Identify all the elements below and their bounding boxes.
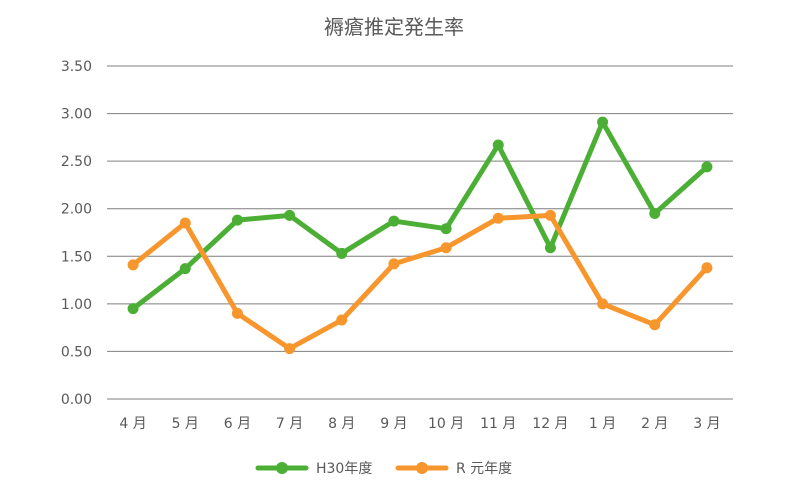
x-tick-label: 3 月 xyxy=(693,416,720,432)
data-point xyxy=(440,242,452,254)
series-line xyxy=(130,119,710,312)
y-tick-label: 1.50 xyxy=(61,249,92,265)
x-tick-label: 8 月 xyxy=(328,416,355,432)
x-tick-label: 10 月 xyxy=(428,416,464,432)
series-0 xyxy=(127,116,713,315)
y-tick-label: 3.50 xyxy=(61,59,92,75)
legend-marker xyxy=(416,462,428,474)
x-tick-label: 2 月 xyxy=(641,416,668,432)
data-point xyxy=(649,319,661,331)
data-point xyxy=(336,247,348,259)
data-point xyxy=(388,215,400,227)
y-tick-label: 0.50 xyxy=(61,344,92,360)
chart-title: 褥瘡推定発生率 xyxy=(324,15,464,39)
y-tick-label: 2.00 xyxy=(61,202,92,218)
data-point xyxy=(284,209,296,221)
data-point xyxy=(701,262,713,274)
data-point xyxy=(127,259,139,271)
data-point xyxy=(179,263,191,275)
x-tick-label: 6 月 xyxy=(224,416,251,432)
data-point xyxy=(440,223,452,235)
x-tick-label: 7 月 xyxy=(276,416,303,432)
legend-label: R 元年度 xyxy=(456,461,512,477)
data-point xyxy=(179,217,191,229)
legend-item: H30年度 xyxy=(255,461,372,477)
data-point xyxy=(231,214,243,226)
data-point xyxy=(597,298,609,310)
data-point xyxy=(597,116,609,128)
data-point xyxy=(544,242,556,254)
data-point xyxy=(492,212,504,224)
x-tick-label: 12 月 xyxy=(532,416,568,432)
legend-label: H30年度 xyxy=(316,461,372,477)
data-point xyxy=(336,314,348,326)
y-tick-label: 1.00 xyxy=(61,297,92,313)
data-point xyxy=(649,207,661,219)
y-tick-label: 3.00 xyxy=(61,107,92,123)
data-point xyxy=(231,307,243,319)
data-point xyxy=(284,343,296,355)
x-tick-label: 9 月 xyxy=(380,416,407,432)
x-tick-label: 4 月 xyxy=(119,416,146,432)
x-tick-label: 11 月 xyxy=(480,416,516,432)
series-lines xyxy=(127,116,713,355)
x-tick-label: 5 月 xyxy=(172,416,199,432)
legend: H30年度 R 元年度 xyxy=(255,461,512,477)
y-tick-label: 0.00 xyxy=(61,392,92,408)
legend-item: R 元年度 xyxy=(395,461,512,477)
data-point xyxy=(701,161,713,173)
y-tick-label: 2.50 xyxy=(61,154,92,170)
data-point xyxy=(388,258,400,270)
gridlines xyxy=(107,65,733,400)
series-1 xyxy=(127,209,713,355)
x-axis-ticks: 4 月 5 月 6 月 7 月 8 月 9 月 10 月 11 月 12 月 1 月 2 月 3 月 xyxy=(119,416,720,432)
data-point xyxy=(492,139,504,151)
legend-marker xyxy=(276,462,288,474)
series-line xyxy=(130,212,710,352)
y-axis-ticks: 0.00 0.50 1.00 1.50 2.00 2.50 3.00 3.50 xyxy=(61,59,92,408)
data-point xyxy=(544,209,556,221)
data-point xyxy=(127,303,139,315)
x-tick-label: 1 月 xyxy=(589,416,616,432)
